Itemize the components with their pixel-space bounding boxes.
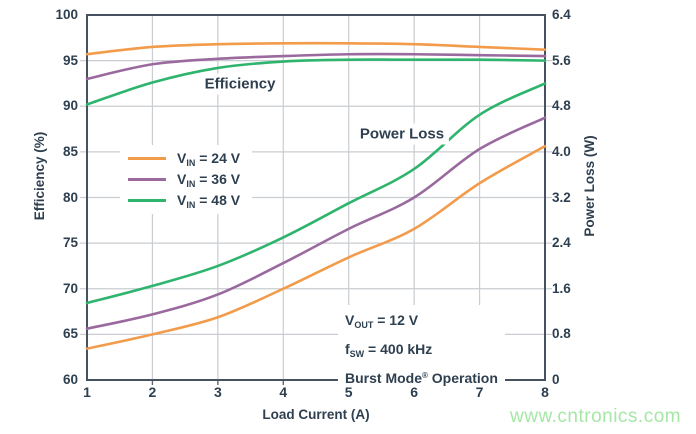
legend-label: VIN = 48 V [177, 191, 241, 210]
curve-efficiency-vin-24-v [85, 41, 547, 56]
annotation-vout: VOUT = 12 V [345, 312, 419, 330]
legend-label: VIN = 24 V [177, 149, 241, 168]
curve-power-loss-vin-36-v [85, 116, 547, 330]
left-axis-tick-label: 85 [62, 143, 78, 159]
right-axis-tick-label: 1.6 [552, 280, 571, 296]
annotation-fsw: fSW = 400 kHz [345, 341, 433, 359]
left-axis-tick-label: 80 [62, 189, 78, 205]
left-axis-tick-label: 90 [62, 98, 78, 114]
left-axis-tick-label: 75 [62, 235, 78, 251]
right-axis-tick-label: 0.8 [552, 326, 571, 342]
x-axis-tick-label: 4 [279, 384, 288, 400]
x-axis-tick-label: 2 [148, 384, 157, 400]
x-axis-title: Load Current (A) [262, 407, 370, 422]
right-axis-title: Power Loss (W) [582, 135, 597, 237]
efficiency-group-label: Efficiency [199, 73, 281, 95]
legend-item-vin-48v: VIN = 48 V [128, 190, 240, 211]
curve-efficiency-vin-48-v [85, 58, 547, 106]
right-axis-tick-label: 6.4 [552, 7, 571, 22]
x-axis-tick-label: 7 [475, 384, 484, 400]
right-axis-tick-label: 0 [552, 372, 560, 387]
annotation-burst-mode: Burst Mode® Operation [345, 370, 498, 386]
right-axis-tick-label: 4.0 [552, 143, 571, 159]
watermark: www.cntronics.com [510, 406, 682, 427]
x-axis-tick-label: 3 [213, 384, 222, 400]
curve-power-loss-vin-48-v [85, 82, 547, 305]
legend-swatch-36v-line [128, 178, 166, 181]
left-axis-tick-label: 95 [62, 52, 78, 68]
power-loss-group-label: Power Loss [354, 123, 450, 145]
left-axis-tick-label: 60 [62, 372, 78, 387]
legend-item-vin-24v: VIN = 24 V [128, 148, 240, 169]
right-axis-tick-label: 5.6 [552, 52, 571, 68]
operating-conditions: VOUT = 12 V fSW = 400 kHz Burst Mode® Op… [338, 305, 505, 396]
left-axis-tick-label: 70 [62, 280, 78, 296]
right-axis-tick-label: 3.2 [552, 189, 571, 205]
legend-item-vin-36v: VIN = 36 V [128, 169, 240, 190]
x-axis-tick-label: 6 [410, 384, 419, 400]
x-axis-tick-label: 1 [83, 384, 91, 400]
right-axis-tick-label: 4.8 [552, 98, 571, 114]
legend-swatch-48v-line [128, 199, 166, 202]
legend-swatch-24v-line [128, 157, 166, 160]
x-axis-tick-label: 8 [541, 384, 549, 400]
left-axis-tick-label: 65 [62, 326, 78, 342]
curve-efficiency-vin-36-v [85, 52, 547, 81]
x-axis-tick-label: 5 [344, 384, 353, 400]
plot-frame [86, 14, 546, 381]
right-axis-tick-label: 2.4 [552, 235, 571, 251]
legend: VIN = 24 V VIN = 36 V VIN = 48 V [120, 145, 253, 214]
left-axis-tick-label: 100 [55, 7, 78, 22]
legend-label: VIN = 36 V [177, 170, 241, 189]
curve-power-loss-vin-24-v [85, 144, 547, 350]
